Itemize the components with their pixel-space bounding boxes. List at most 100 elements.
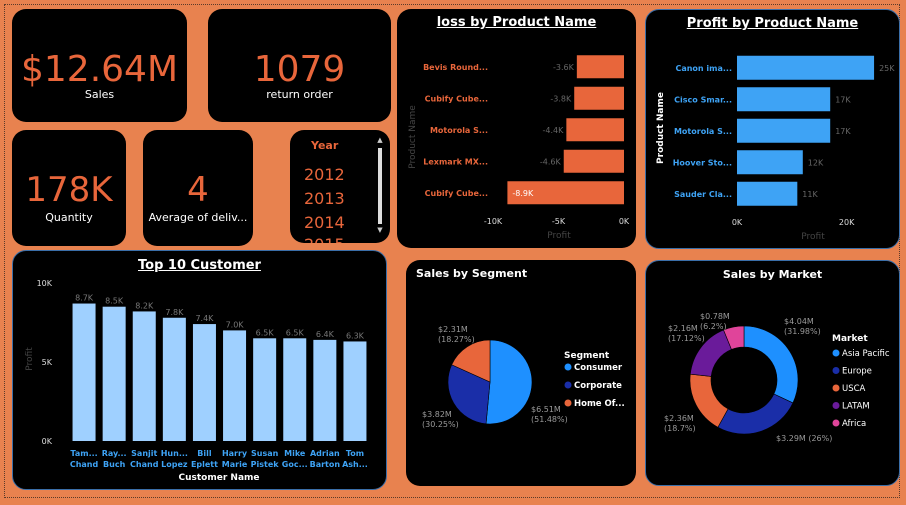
scroll-up-icon[interactable]: ▲ (377, 136, 383, 144)
kpi-quantity-card[interactable]: 178K Quantity (12, 130, 126, 246)
market-data-label: $3.29M (26%) (776, 434, 832, 443)
market-legend-marker (832, 349, 840, 357)
top10-data-label: 6.5K (256, 328, 275, 337)
market-legend-label: Asia Pacific (842, 349, 890, 359)
loss-bar (563, 149, 624, 173)
loss-y-axis-label: Product Name (408, 105, 418, 169)
profit-x-tick: 20K (839, 218, 855, 227)
market-data-label: $2.36M (664, 414, 694, 423)
market-legend-title: Market (832, 334, 868, 344)
profit-category-label: Canon ima... (675, 64, 732, 73)
top10-category-label: Lopez (161, 460, 188, 469)
loss-chart-card[interactable]: loss by Product Name Product Name Bevis R… (397, 9, 636, 248)
top10-y-tick: 0K (42, 437, 53, 446)
market-legend-marker (832, 367, 840, 374)
segment-legend-title: Segment (564, 351, 610, 361)
profit-y-axis-label: Product Name (656, 92, 666, 164)
top10-data-label: 6.3K (346, 331, 365, 340)
top10-bar (102, 306, 126, 441)
loss-data-label: -3.6K (553, 63, 575, 72)
slicer-scrollbar[interactable]: ▲ ▼ (376, 136, 384, 234)
scroll-down-icon[interactable]: ▼ (377, 226, 383, 234)
year-option[interactable]: 2012 (304, 165, 345, 184)
loss-x-tick: -5K (552, 217, 566, 226)
profit-category-label: Cisco Smar... (674, 95, 732, 104)
loss-category-label: Cubify Cube... (425, 94, 488, 103)
loss-bar (576, 55, 624, 79)
kpi-sales-value: $12.64M (20, 49, 179, 90)
market-slice (743, 325, 799, 404)
loss-data-label: -8.9K (512, 189, 534, 198)
top10-data-label: 8.2K (135, 301, 154, 310)
segment-chart: $6.51M(51.48%) $3.82M(30.25%) $2.31M(18.27… (422, 325, 625, 429)
segment-legend-marker (564, 363, 572, 371)
loss-category-label: Motorola S... (430, 126, 488, 135)
profit-bar (737, 118, 831, 143)
loss-data-label: -4.6K (540, 157, 562, 166)
loss-x-axis-label: Profit (547, 231, 571, 241)
year-option[interactable]: 2014 (304, 213, 345, 232)
kpi-quantity-label: Quantity (45, 211, 93, 224)
top10-category-label: Tam... (70, 449, 97, 458)
segment-legend-label: Home Of... (574, 399, 625, 409)
profit-chart-title: Profit by Product Name (686, 16, 859, 31)
top10-bar (72, 303, 96, 441)
segment-slice (485, 339, 533, 425)
top10-chart-card[interactable]: Top 10 Customer Profit 0K 5K 10K 8.7K Tam... C… (12, 250, 387, 490)
kpi-avg-delivery-card[interactable]: 4 Average of deliv... (143, 130, 253, 246)
top10-y-tick: 10K (37, 279, 53, 288)
market-data-label: (17.12%) (668, 334, 705, 343)
top10-chart: Profit 0K 5K 10K 8.7K Tam... Chand 8.5K Ray... Bu… (25, 279, 368, 483)
profit-data-label: 25K (879, 64, 895, 73)
segment-data-label: $3.82M (422, 410, 452, 419)
top10-bar (132, 311, 156, 441)
year-slicer[interactable]: Year 2012 2013 2014 2015 ▲ ▼ (290, 130, 390, 243)
segment-legend-marker (564, 381, 572, 389)
top10-data-label: 7.8K (165, 308, 184, 317)
segment-legend-label: Corporate (574, 381, 622, 391)
top10-bar (192, 324, 216, 441)
top10-bar (162, 317, 186, 441)
market-legend-label: USCA (842, 384, 866, 394)
kpi-return-order-card[interactable]: 1079 return order (208, 9, 391, 122)
loss-data-label: -3.8K (550, 94, 572, 103)
kpi-avg-delivery-label: Average of deliv... (148, 211, 248, 224)
year-option[interactable]: 2013 (304, 189, 345, 208)
top10-category-label: Ash... (342, 460, 368, 469)
segment-slice (451, 339, 491, 383)
profit-x-tick: 0K (732, 218, 743, 227)
loss-chart-title: loss by Product Name (436, 15, 597, 30)
top10-category-label: Tom (346, 449, 364, 458)
top10-category-label: Marie (222, 460, 248, 469)
market-data-label: $0.78M (700, 312, 730, 321)
segment-data-label: (51.48%) (531, 415, 568, 424)
top10-bar (223, 330, 247, 441)
kpi-return-order-label: return order (266, 88, 333, 101)
top10-category-label: Eplett (191, 460, 218, 469)
profit-data-label: 17K (835, 95, 851, 104)
market-slice (717, 393, 794, 435)
market-legend-label: LATAM (842, 402, 870, 412)
dashboard-frame (4, 4, 900, 498)
profit-bar (737, 87, 831, 112)
top10-category-label: Barton (310, 460, 341, 469)
segment-data-label: $2.31M (438, 325, 468, 334)
year-option[interactable]: 2015 (304, 235, 345, 243)
top10-y-tick: 5K (42, 358, 53, 367)
top10-data-label: 8.7K (75, 294, 94, 303)
loss-category-label: Lexmark MX... (423, 157, 488, 166)
segment-chart-title: Sales by Segment (416, 267, 528, 280)
market-legend-label: Africa (842, 419, 866, 429)
top10-bar (253, 338, 277, 441)
top10-category-label: Harry (222, 449, 248, 458)
market-slice (689, 373, 729, 428)
year-slicer-title: Year (311, 139, 339, 152)
scroll-thumb[interactable] (378, 148, 382, 224)
market-chart-card[interactable]: Sales by Market $4.04M (31.98%) $3.29M (26… (645, 260, 900, 486)
top10-category-label: Hun... (161, 449, 188, 458)
market-chart: $4.04M(31.98%) $3.29M (26%) $2.36M(18.7%) $… (664, 312, 890, 443)
kpi-sales-card[interactable]: $12.64M Sales (12, 9, 187, 122)
segment-chart-card[interactable]: Sales by Segment $6.51M (51.48%) $3.82M (30… (406, 260, 636, 486)
kpi-avg-delivery-value: 4 (187, 170, 209, 210)
profit-chart-card[interactable]: Profit by Product Name Product Name Canon… (645, 9, 900, 249)
